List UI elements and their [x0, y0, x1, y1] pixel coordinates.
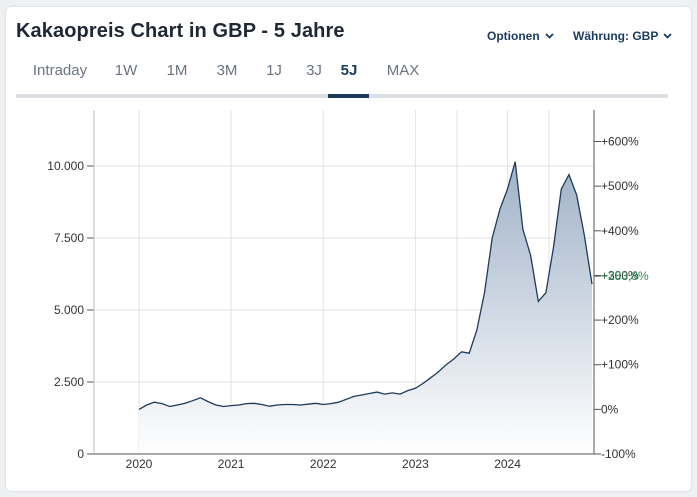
tab-intraday[interactable]: Intraday: [32, 62, 88, 79]
current-change-label: +283,8%: [601, 269, 649, 283]
tab-max[interactable]: MAX: [386, 62, 420, 79]
y-right-tick-label: +400%: [601, 224, 639, 238]
y-right-tick-label: +300%: [601, 268, 639, 282]
y-right-tick-label: +200%: [601, 313, 639, 327]
tab-1w[interactable]: 1W: [114, 62, 138, 79]
tab-1j[interactable]: 1J: [266, 62, 282, 79]
currency-label: Währung: GBP: [573, 29, 659, 43]
y-left-tick-label: 2.500: [54, 375, 84, 389]
y-left-tick-label: 10.000: [47, 159, 84, 173]
currency-dropdown[interactable]: Währung: GBP: [573, 29, 672, 43]
tab-1m[interactable]: 1M: [166, 62, 188, 79]
page-title: Kakaopreis Chart in GBP - 5 Jahre: [16, 20, 345, 42]
y-left-tick-label: 5.000: [54, 303, 84, 317]
tab-5j[interactable]: 5J: [340, 62, 358, 79]
x-tick-label: 2023: [402, 457, 429, 471]
y-right-tick-label: 0%: [601, 402, 619, 416]
timeframe-tabs: Intraday 1W 1M 3M 1J 3J 5J MAX: [16, 58, 668, 98]
x-tick-label: 2022: [310, 457, 337, 471]
active-tab-indicator: [328, 94, 369, 98]
y-right-tick-label: -100%: [601, 447, 636, 461]
y-right-tick-label: +100%: [601, 358, 639, 372]
price-area: [139, 161, 592, 454]
price-line: [138, 161, 593, 410]
y-right-tick-label: +500%: [601, 179, 639, 193]
y-left-tick-label: 7.500: [54, 231, 84, 245]
tab-3j[interactable]: 3J: [306, 62, 322, 79]
chevron-down-icon: [663, 33, 672, 39]
axes: 0 2.500 5.000 7.500 10.000 2020 2021 2022 2023 20…: [47, 110, 649, 471]
options-label: Optionen: [487, 29, 540, 43]
y-left-tick-label: 0: [77, 447, 84, 461]
x-tick-label: 2020: [126, 457, 153, 471]
options-dropdown[interactable]: Optionen: [487, 29, 554, 43]
y-right-tick-label: +600%: [601, 135, 639, 149]
chevron-down-icon: [545, 33, 554, 39]
tab-3m[interactable]: 3M: [216, 62, 238, 79]
x-tick-label: 2024: [494, 457, 521, 471]
x-tick-label: 2021: [218, 457, 245, 471]
